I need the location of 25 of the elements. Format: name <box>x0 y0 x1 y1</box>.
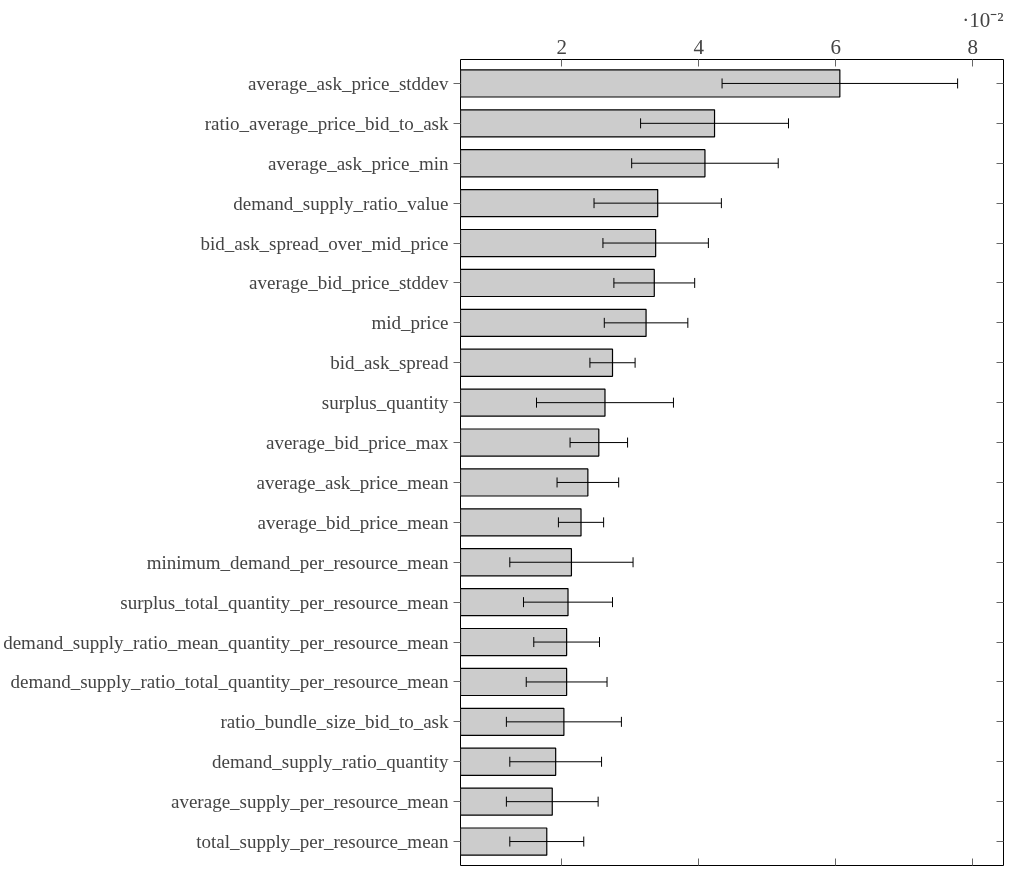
y-tick-label: demand_supply_ratio_quantity <box>212 751 449 773</box>
y-tick-label: average_ask_price_stddev <box>248 72 449 94</box>
x-tick-label: 8 <box>967 34 978 59</box>
x-tick-label: 2 <box>556 34 568 59</box>
y-tick-label: average_bid_price_stddev <box>249 272 449 294</box>
y-tick-label: surplus_quantity <box>321 392 449 414</box>
y-tick-label: minimum_demand_per_resource_mean <box>146 551 449 573</box>
text: ·10⁻² <box>962 7 1004 32</box>
y-tick-label: bid_ask_spread_over_mid_price <box>200 232 449 254</box>
y-tick-label: demand_supply_ratio_value <box>233 192 449 214</box>
y-tick-label: ratio_average_price_bid_to_ask <box>204 112 449 134</box>
y-tick-label: total_supply_per_resource_mean <box>196 831 449 853</box>
y-tick-label: bid_ask_spread <box>330 352 449 374</box>
y-tick-label: surplus_total_quantity_per_resource_mean <box>120 591 449 613</box>
y-tick-label: demand_supply_ratio_total_quantity_per_resource_mean <box>10 671 449 693</box>
y-tick-label: ratio_bundle_size_bid_to_ask <box>220 711 449 733</box>
y-tick-label: average_bid_price_mean <box>257 511 449 533</box>
y-tick-label: average_ask_price_mean <box>256 471 449 493</box>
y-tick-label: average_bid_price_max <box>265 432 449 454</box>
y-tick-label: mid_price <box>371 312 449 334</box>
y-tick-label: average_supply_per_resource_mean <box>171 791 449 813</box>
x-tick-label: 6 <box>830 34 841 59</box>
y-tick-label: average_ask_price_min <box>268 152 449 174</box>
y-tick-label: demand_supply_ratio_mean_quantity_per_resource_mean <box>3 631 449 653</box>
x-tick-label: 4 <box>693 34 705 59</box>
